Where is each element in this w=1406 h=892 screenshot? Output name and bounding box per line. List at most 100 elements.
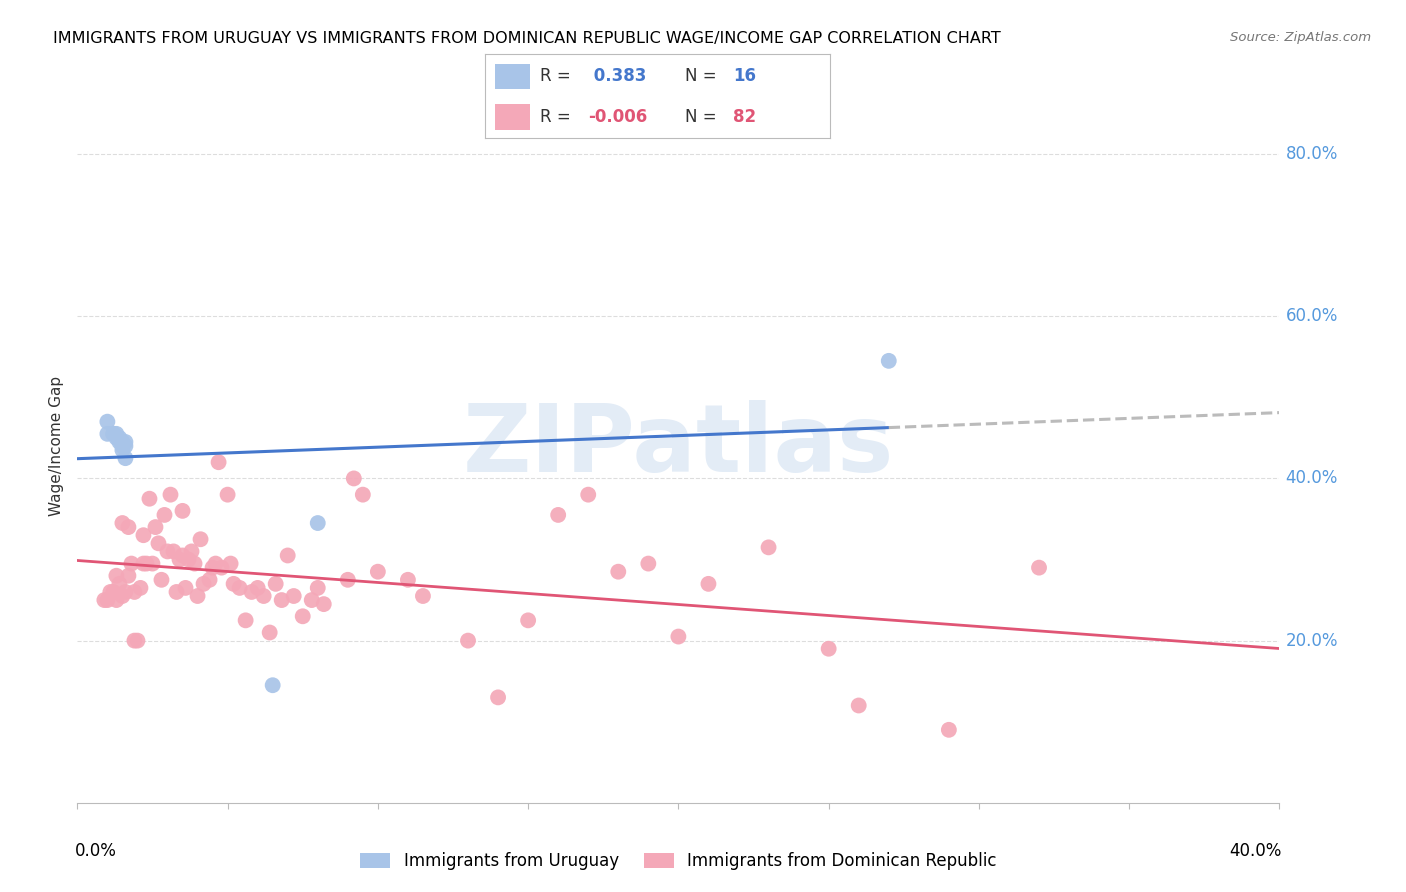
Text: 40.0%: 40.0% [1229,842,1282,860]
Point [697,577,720,591]
Point [111,439,134,453]
Point [111,516,134,530]
Text: Source: ZipAtlas.com: Source: ZipAtlas.com [1230,31,1371,45]
Point [240,585,263,599]
Point [105,568,128,582]
Point [277,549,299,563]
Point [124,585,146,599]
Point [190,533,212,547]
Point [217,488,239,502]
Bar [495,104,530,130]
Point [96,415,118,429]
Point [312,597,335,611]
Text: 20.0%: 20.0% [1285,632,1339,649]
Text: 16: 16 [733,68,756,86]
Point [114,585,136,599]
Point [117,520,139,534]
Point [93,593,115,607]
Point [132,557,155,571]
Point [150,573,173,587]
Text: IMMIGRANTS FROM URUGUAY VS IMMIGRANTS FROM DOMINICAN REPUBLIC WAGE/INCOME GAP CO: IMMIGRANTS FROM URUGUAY VS IMMIGRANTS FR… [53,31,1001,46]
Point [103,585,125,599]
Text: 60.0%: 60.0% [1285,307,1339,326]
Point [141,557,163,571]
Point [153,508,176,522]
Point [262,678,284,692]
Point [183,557,205,571]
Point [127,633,149,648]
Point [253,589,276,603]
Point [848,698,870,713]
Legend: Immigrants from Uruguay, Immigrants from Dominican Republic: Immigrants from Uruguay, Immigrants from… [353,846,1004,877]
Text: 82: 82 [733,108,756,126]
Point [105,593,128,607]
Text: 0.383: 0.383 [588,68,647,86]
Text: 40.0%: 40.0% [1285,469,1339,487]
Point [129,581,152,595]
Point [162,544,184,558]
Point [412,589,434,603]
Point [1028,560,1050,574]
Point [547,508,569,522]
Point [111,589,134,603]
Point [138,491,160,506]
Point [166,585,188,599]
Text: 80.0%: 80.0% [1285,145,1339,163]
Point [367,565,389,579]
Point [758,541,780,555]
Point [201,560,224,574]
Point [637,557,659,571]
Point [120,557,142,571]
Point [396,573,419,587]
Point [228,581,250,595]
Point [307,516,329,530]
Point [576,488,599,502]
Point [211,560,233,574]
Point [352,488,374,502]
Point [103,426,125,441]
Point [283,589,305,603]
Point [668,630,690,644]
Point [517,613,540,627]
Point [246,581,269,595]
Point [938,723,960,737]
Point [111,443,134,458]
Text: N =: N = [685,108,721,126]
Point [193,577,215,591]
Point [198,573,221,587]
Point [174,581,197,595]
Point [172,549,194,563]
Text: N =: N = [685,68,721,86]
Point [204,557,226,571]
Point [105,426,128,441]
Point [156,544,179,558]
Point [145,520,167,534]
Point [207,455,229,469]
Point [186,589,209,603]
Point [270,593,292,607]
Text: -0.006: -0.006 [588,108,648,126]
Point [336,573,359,587]
Point [105,431,128,445]
Point [817,641,839,656]
Point [114,434,136,449]
Point [259,625,281,640]
Point [108,431,131,445]
Text: R =: R = [540,108,576,126]
Point [108,577,131,591]
Bar [495,63,530,89]
Point [148,536,170,550]
Point [180,544,202,558]
Point [457,633,479,648]
Point [111,434,134,449]
Text: 0.0%: 0.0% [75,842,117,860]
Point [100,585,122,599]
Point [301,593,323,607]
Point [108,434,131,449]
Point [159,488,181,502]
Point [291,609,314,624]
Point [114,451,136,466]
Point [264,577,287,591]
Point [132,528,155,542]
Point [877,354,900,368]
